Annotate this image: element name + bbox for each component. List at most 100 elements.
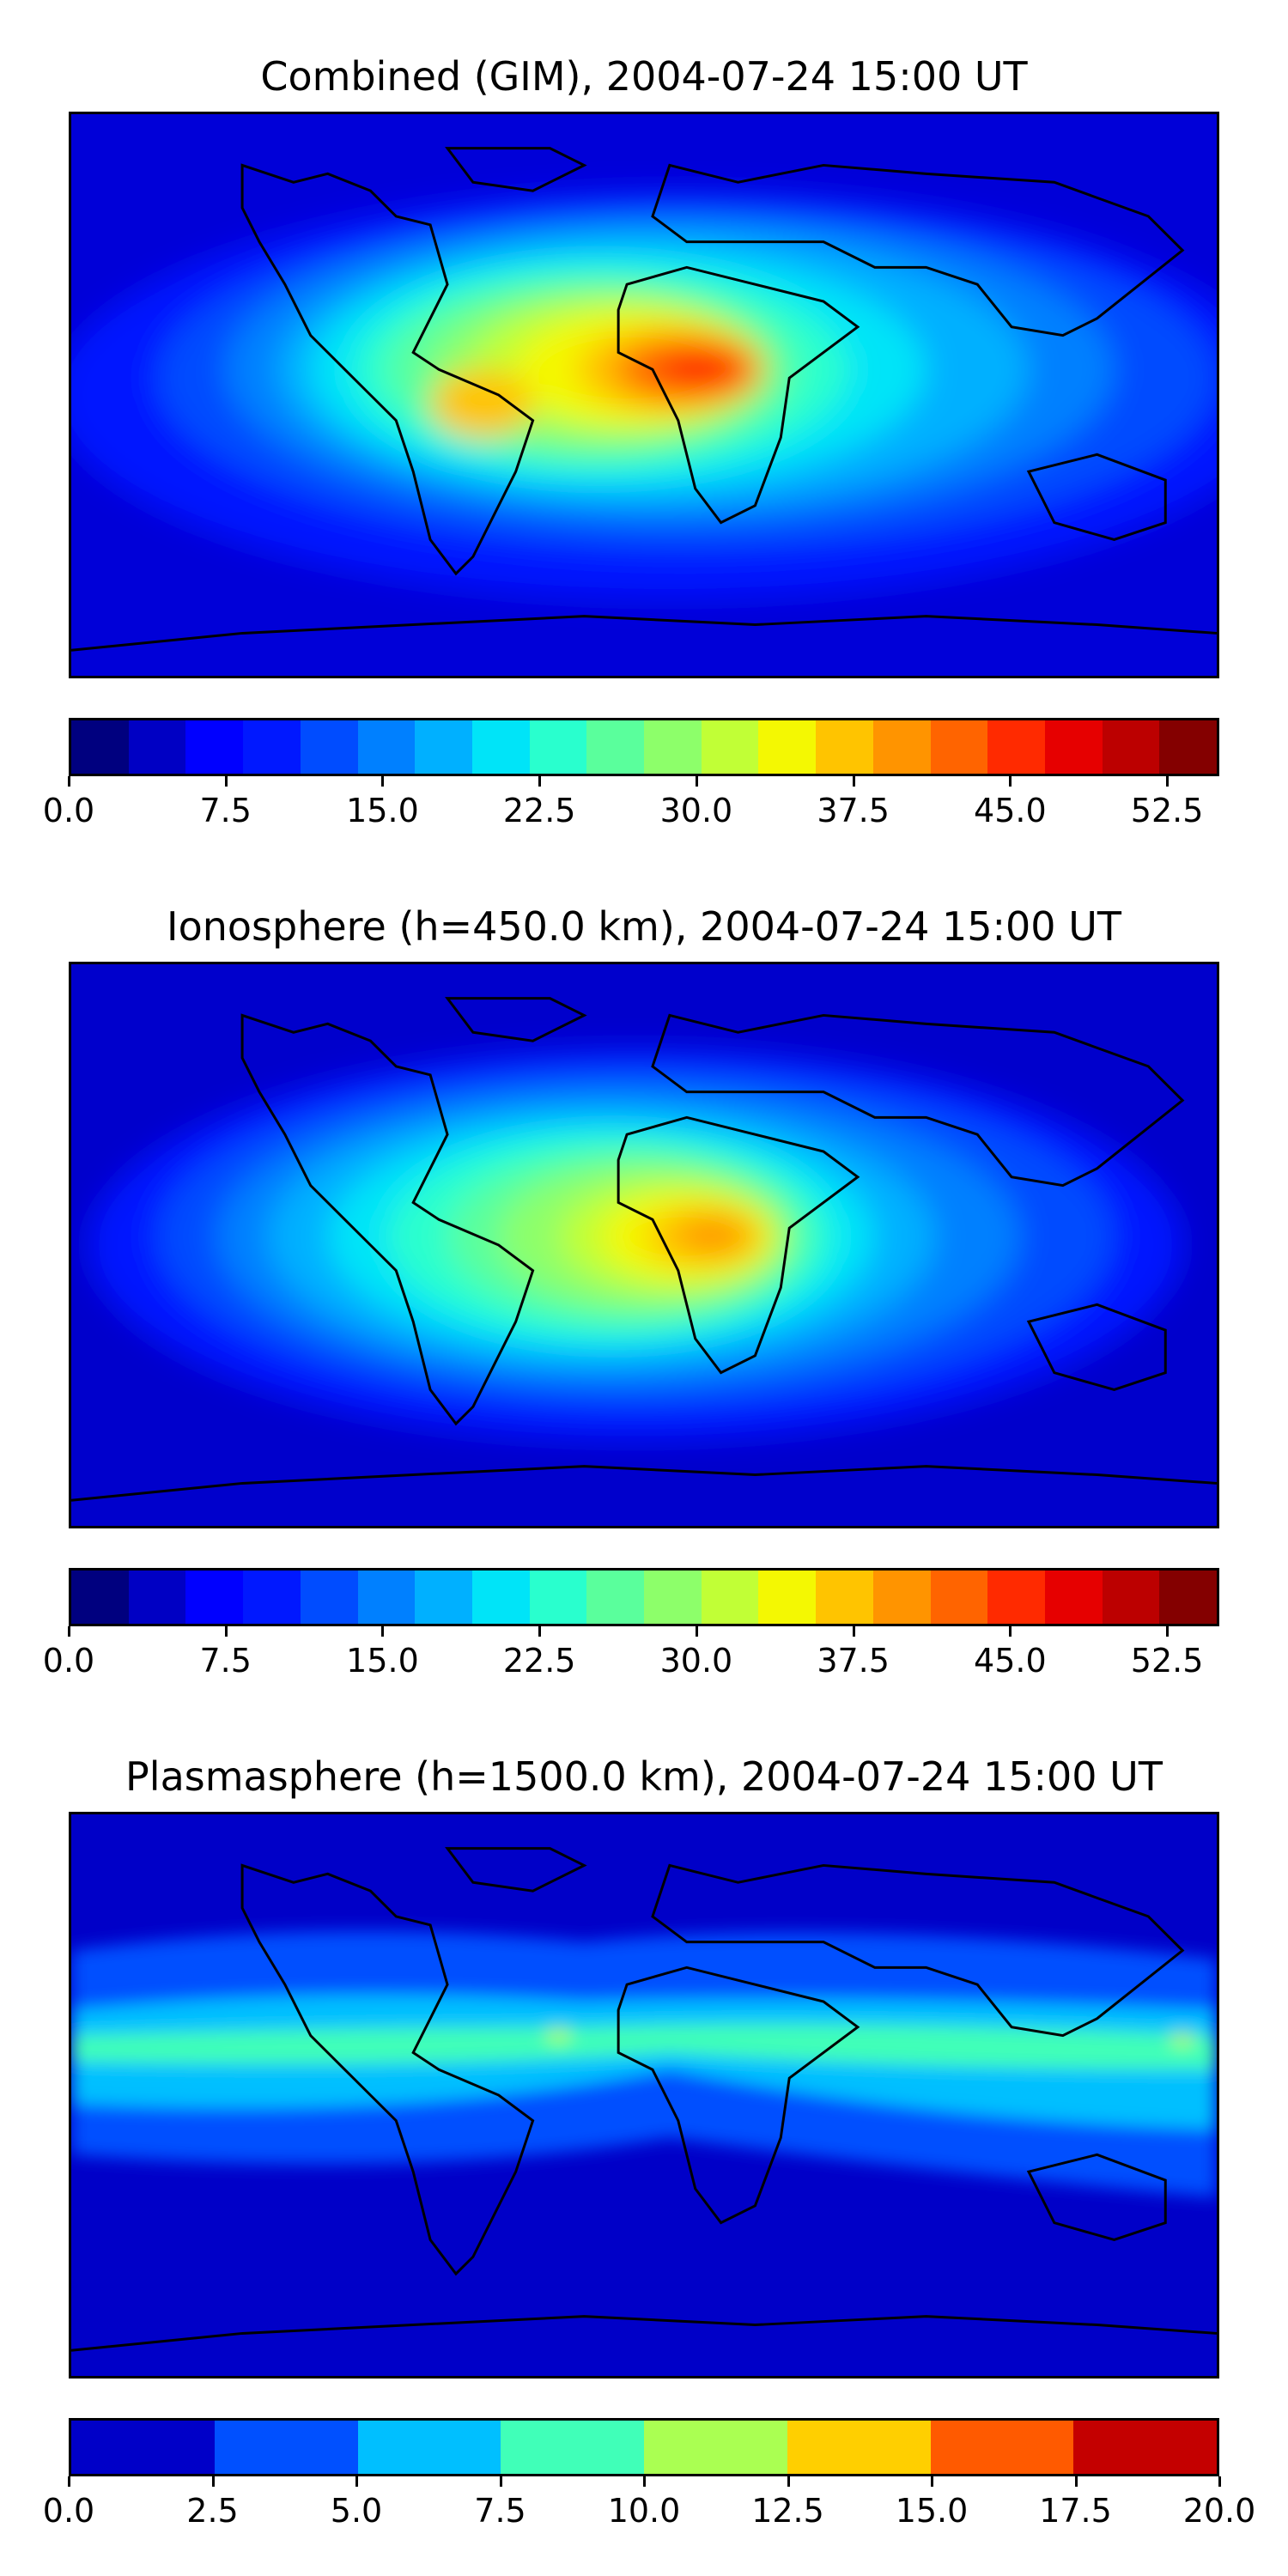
map-ionosphere-svg <box>71 964 1217 1526</box>
colorbar-tick-label: 22.5 <box>502 1642 576 1680</box>
colorbar-tick-label: 22.5 <box>502 792 576 829</box>
colorbar-tick <box>355 2476 358 2487</box>
colorbar-segment <box>1159 720 1217 774</box>
colorbar-segment <box>300 1571 358 1624</box>
colorbar-tick <box>68 1626 70 1637</box>
colorbar-segment <box>71 2421 215 2474</box>
colorbar-tick <box>931 2476 933 2487</box>
colorbar-tick-label: 0.0 <box>42 2492 95 2530</box>
colorbar-tick-label: 37.5 <box>817 1642 890 1680</box>
colorbar-segment <box>214 2421 358 2474</box>
map-combined <box>69 112 1219 678</box>
colorbar-segment <box>243 720 301 774</box>
colorbar-segment <box>529 1571 587 1624</box>
colorbar-segment <box>644 1571 702 1624</box>
colorbar-tick-label: 5.0 <box>330 2492 383 2530</box>
colorbar-segment <box>501 2421 644 2474</box>
colorbar-segment <box>987 720 1045 774</box>
colorbar-segment <box>185 720 244 774</box>
colorbar-tick-label: 12.5 <box>751 2492 824 2530</box>
colorbar-segment <box>1044 720 1103 774</box>
map-plasmasphere-svg <box>71 1814 1217 2376</box>
colorbar-tick <box>211 2476 215 2487</box>
colorbar-segment <box>758 1571 817 1624</box>
colorbar-tick <box>1074 2476 1078 2487</box>
colorbar-tick-label: 37.5 <box>817 792 890 829</box>
colorbar-tick-label: 7.5 <box>199 792 252 829</box>
colorbar-tick-label: 15.0 <box>346 792 419 829</box>
colorbar-tick <box>852 1626 855 1637</box>
coastlines-ionosphere <box>71 997 1217 1502</box>
colorbar-tick <box>695 1626 698 1637</box>
colorbar-ticks-plasmasphere: 0.0 2.5 5.0 7.5 10.0 12.5 15.0 17.5 20.0 <box>43 2476 1255 2530</box>
colorbar-segment <box>357 1571 416 1624</box>
colorbar-segment <box>701 720 759 774</box>
colorbar-segment <box>71 720 129 774</box>
colorbar-segment <box>243 1571 301 1624</box>
colorbar-tick-label: 2.5 <box>186 2492 239 2530</box>
colorbar-tick <box>1166 776 1170 787</box>
colorbar-segment <box>644 720 702 774</box>
colorbar-segment <box>816 1571 873 1624</box>
colorbar-segment <box>1073 2421 1217 2474</box>
colorbar-segment <box>987 1571 1045 1624</box>
colorbar-tick-label: 30.0 <box>659 1642 733 1680</box>
colorbar-segment <box>930 2421 1074 2474</box>
colorbar-segment <box>1102 720 1160 774</box>
colorbar-tick <box>381 1626 385 1637</box>
colorbar-segment <box>872 720 931 774</box>
panel-title-plasmasphere: Plasmasphere (h=1500.0 km), 2004-07-24 1… <box>125 1753 1163 1800</box>
colorbar-tick-label: 30.0 <box>659 792 733 829</box>
colorbar-tick <box>1166 1626 1170 1637</box>
colorbar-tick <box>787 2476 790 2487</box>
colorbar-tick <box>224 776 228 787</box>
panel-title-combined: Combined (GIM), 2004-07-24 15:00 UT <box>260 53 1028 100</box>
colorbar-ticks-combined: 0.0 7.5 15.0 22.5 30.0 37.5 45.0 52.5 <box>43 776 1219 829</box>
colorbar-tick <box>1009 776 1012 787</box>
colorbar-segment <box>787 2421 931 2474</box>
colorbar-tick-label: 20.0 <box>1182 2492 1256 2530</box>
colorbar-segment <box>1102 1571 1160 1624</box>
colorbar-tick <box>499 2476 502 2487</box>
colorbar-segment <box>300 720 358 774</box>
coastlines-combined <box>71 147 1217 652</box>
colorbar-segment <box>930 1571 988 1624</box>
map-combined-svg <box>71 114 1217 676</box>
colorbar-tick <box>643 2476 646 2487</box>
colorbar-tick <box>224 1626 228 1637</box>
colorbar-segment <box>758 720 817 774</box>
colorbar-tick-label: 52.5 <box>1130 792 1204 829</box>
colorbar-ticks-ionosphere: 0.0 7.5 15.0 22.5 30.0 37.5 45.0 52.5 <box>43 1626 1219 1680</box>
map-ionosphere <box>69 962 1219 1528</box>
colorbar-segment <box>471 1571 530 1624</box>
colorbar-segment <box>415 1571 472 1624</box>
panel-title-ionosphere: Ionosphere (h=450.0 km), 2004-07-24 15:0… <box>167 903 1121 950</box>
colorbar-tick-label: 52.5 <box>1130 1642 1204 1680</box>
colorbar-tick-label: 0.0 <box>42 792 95 829</box>
colorbar-tick <box>852 776 855 787</box>
colorbar-tick-label: 17.5 <box>1039 2492 1112 2530</box>
colorbar-tick <box>538 1626 542 1637</box>
colorbar-combined <box>69 718 1219 776</box>
colorbar-segment <box>471 720 530 774</box>
colorbar-tick-label: 0.0 <box>42 1642 95 1680</box>
colorbar-segment <box>357 2421 501 2474</box>
colorbar-tick <box>1009 1626 1012 1637</box>
colorbar-tick <box>1218 2476 1221 2487</box>
colorbar-tick <box>68 776 70 787</box>
colorbar-segment <box>816 720 873 774</box>
colorbar-tick-label: 7.5 <box>474 2492 526 2530</box>
colorbar-segment <box>128 1571 186 1624</box>
colorbar-segment <box>586 1571 645 1624</box>
colorbar-segment <box>930 720 988 774</box>
colorbar-segment <box>872 1571 931 1624</box>
colorbar-segment <box>71 1571 129 1624</box>
map-plasmasphere <box>69 1812 1219 2379</box>
colorbar-tick <box>695 776 698 787</box>
colorbar-tick-label: 15.0 <box>346 1642 419 1680</box>
colorbar-tick-label: 7.5 <box>199 1642 252 1680</box>
colorbar-segment <box>644 2421 787 2474</box>
colorbar-segment <box>529 720 587 774</box>
colorbar-segment <box>357 720 416 774</box>
colorbar-segment <box>415 720 472 774</box>
